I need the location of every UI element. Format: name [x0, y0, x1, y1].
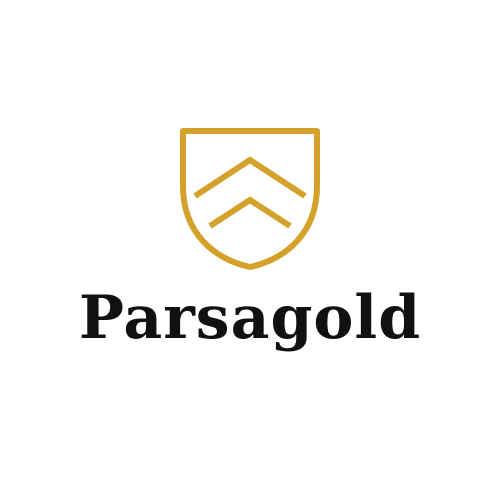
shield-chevron-icon [180, 128, 320, 270]
brand-wordmark: Parsagold [78, 283, 422, 353]
chevron-lower [208, 196, 292, 229]
chevron-upper [193, 156, 307, 199]
shield-outline [180, 128, 320, 270]
